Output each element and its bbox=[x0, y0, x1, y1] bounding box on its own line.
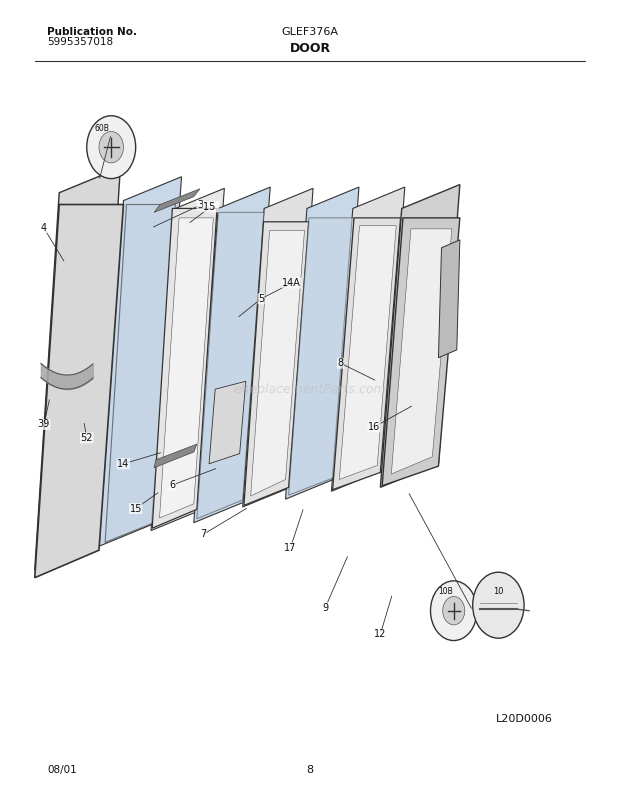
Text: 10B: 10B bbox=[438, 588, 453, 596]
Text: 4: 4 bbox=[41, 223, 47, 233]
Polygon shape bbox=[159, 218, 213, 518]
Text: 6: 6 bbox=[169, 480, 175, 490]
Polygon shape bbox=[99, 177, 182, 546]
Text: L20D0006: L20D0006 bbox=[495, 714, 552, 724]
Polygon shape bbox=[288, 218, 354, 495]
Polygon shape bbox=[152, 209, 217, 528]
Text: 8: 8 bbox=[337, 358, 343, 368]
Text: 60B: 60B bbox=[95, 124, 110, 133]
Text: 52: 52 bbox=[81, 433, 93, 443]
Text: GLEF376A: GLEF376A bbox=[281, 27, 339, 37]
Polygon shape bbox=[35, 205, 123, 578]
Circle shape bbox=[87, 116, 136, 179]
Text: 15: 15 bbox=[130, 503, 142, 514]
Text: 39: 39 bbox=[38, 419, 50, 430]
Text: 7: 7 bbox=[200, 530, 206, 539]
Text: 5: 5 bbox=[258, 294, 264, 304]
Polygon shape bbox=[333, 218, 401, 490]
Text: 16: 16 bbox=[368, 422, 380, 432]
Text: 3: 3 bbox=[197, 200, 203, 210]
Circle shape bbox=[443, 596, 465, 625]
Polygon shape bbox=[197, 212, 264, 518]
Polygon shape bbox=[438, 240, 460, 358]
Text: 10: 10 bbox=[493, 588, 503, 596]
Polygon shape bbox=[194, 187, 270, 522]
Text: 5995357018: 5995357018 bbox=[47, 37, 113, 47]
Circle shape bbox=[99, 132, 123, 163]
Text: 15: 15 bbox=[203, 202, 219, 212]
Circle shape bbox=[472, 572, 524, 638]
Text: eReplacementParts.com: eReplacementParts.com bbox=[234, 383, 386, 395]
Text: 14A: 14A bbox=[282, 278, 301, 288]
Polygon shape bbox=[154, 189, 200, 212]
Polygon shape bbox=[244, 222, 309, 506]
Polygon shape bbox=[35, 168, 120, 570]
Polygon shape bbox=[339, 225, 396, 480]
Text: 08/01: 08/01 bbox=[47, 765, 77, 775]
Text: Publication No.: Publication No. bbox=[47, 27, 137, 37]
Text: 17: 17 bbox=[284, 543, 296, 553]
Polygon shape bbox=[286, 187, 359, 499]
Polygon shape bbox=[151, 188, 224, 530]
Text: 9: 9 bbox=[322, 603, 329, 612]
Circle shape bbox=[430, 581, 477, 641]
Polygon shape bbox=[332, 187, 405, 491]
Polygon shape bbox=[209, 381, 246, 464]
Polygon shape bbox=[242, 188, 313, 507]
Polygon shape bbox=[391, 229, 452, 474]
Polygon shape bbox=[380, 184, 460, 488]
Text: DOOR: DOOR bbox=[290, 41, 330, 55]
Polygon shape bbox=[250, 230, 304, 496]
Polygon shape bbox=[105, 205, 175, 542]
Polygon shape bbox=[382, 218, 460, 486]
Text: 8: 8 bbox=[306, 765, 314, 775]
Text: 14: 14 bbox=[117, 459, 130, 468]
Polygon shape bbox=[154, 444, 197, 468]
Text: 12: 12 bbox=[374, 630, 386, 639]
